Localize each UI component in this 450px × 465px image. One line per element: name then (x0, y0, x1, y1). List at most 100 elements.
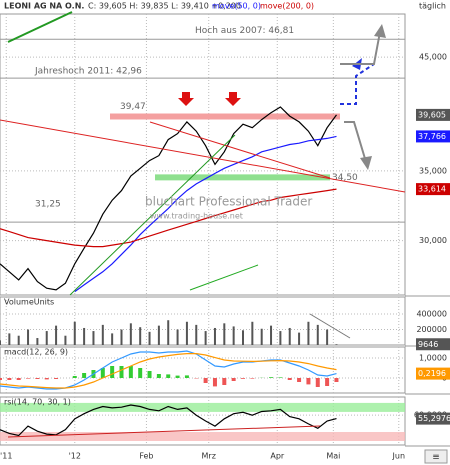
x-tick-label: Feb (139, 452, 153, 461)
panel-frame (0, 396, 406, 446)
volume-bar (139, 327, 142, 345)
legend-entry: move(200, 0) (260, 2, 314, 11)
volume-bar (0, 340, 1, 345)
volume-bar (270, 325, 273, 345)
histogram-bar (334, 378, 339, 382)
histogram-bar (166, 374, 171, 378)
level-label: 39,47 (120, 102, 146, 112)
chart-title: LEONI AG NA O.N. (4, 2, 84, 11)
projection-arrow (374, 24, 386, 38)
level-label: Jahreshoch 2011: 42,96 (34, 67, 142, 77)
value-tag-label: 9646 (418, 340, 438, 349)
histogram-bar (297, 378, 302, 382)
quote-summary: C: 39,605 H: 39,835 L: 39,410 +0,200 (88, 2, 241, 11)
trend-line (189, 264, 259, 291)
histogram-bar (212, 378, 217, 387)
legend-entry: move(50, 0) (212, 2, 261, 11)
y-tick-label: 1,0000 (419, 354, 447, 363)
volume-bar (223, 323, 226, 345)
y-tick-label: 35,000 (419, 166, 447, 175)
volume-bar (251, 321, 254, 345)
volume-bar (36, 338, 39, 345)
volume-bar (83, 327, 86, 345)
histogram-bar (325, 378, 330, 386)
signal-arrow (225, 92, 241, 106)
trend-line (69, 134, 236, 296)
signal-arrow (178, 92, 194, 106)
volume-bar (213, 327, 216, 345)
series-line (0, 404, 337, 437)
period: täglich (419, 2, 446, 11)
watermark-url: www.trading-house.net (150, 212, 243, 221)
plot-layer: 45,000 35,000 30,000 Hoch aus 2007: 46,81 Ja… (0, 13, 450, 461)
series-line (0, 188, 337, 248)
value-tag-label: 55,2976 (418, 414, 450, 423)
volume-bar (148, 331, 151, 345)
histogram-bar (35, 378, 40, 379)
histogram-bar (269, 377, 274, 378)
volume-bar (195, 324, 198, 345)
level-label: 31,25 (35, 200, 61, 210)
x-tick-label: '11 (0, 452, 12, 461)
x-tick-label: Mrz (202, 452, 216, 461)
trend-line (7, 11, 73, 43)
volume-bar (92, 331, 95, 345)
x-tick-label: Mai (326, 452, 340, 461)
volume-bar (326, 329, 329, 345)
value-tag (416, 338, 450, 351)
trend-line (0, 119, 406, 193)
volume-bar (298, 332, 301, 345)
volume-bar (111, 333, 114, 345)
value-tag-label: 37,766 (418, 132, 446, 141)
trend-line (149, 121, 331, 179)
histogram-bar (7, 378, 12, 380)
trend-line (309, 313, 351, 339)
y-tick-label: 30,000 (419, 236, 447, 245)
histogram-bar (54, 378, 59, 379)
value-tag (416, 183, 450, 196)
histogram-bar (0, 378, 2, 380)
volume-bar (279, 331, 282, 345)
value-tag (416, 130, 450, 143)
band (0, 402, 405, 412)
trend-line (7, 425, 321, 438)
histogram-bar (241, 378, 245, 379)
histogram-bar (147, 371, 152, 378)
histogram-bar (72, 376, 77, 378)
histogram-bar (110, 366, 115, 378)
volume-bar (129, 323, 132, 345)
volume-bar (27, 329, 30, 345)
histogram-bar (222, 378, 227, 385)
histogram-bar (184, 375, 189, 378)
volume-bar (260, 328, 263, 345)
histogram-bar (156, 374, 161, 378)
x-tick-label: Apr (270, 452, 285, 461)
volume-bar (232, 326, 235, 345)
projection-arrow (360, 156, 372, 170)
histogram-bar (287, 378, 292, 380)
y-tick-label: 45,000 (419, 53, 447, 62)
x-tick-label: Jun (392, 452, 406, 461)
histogram-bar (119, 366, 124, 378)
panel-frame (0, 346, 406, 394)
volume-bar (45, 331, 48, 345)
value-tag-label: 0,2196 (418, 369, 446, 378)
histogram-bar (26, 378, 31, 379)
panel-frame (0, 296, 406, 346)
histogram-bar (138, 368, 143, 378)
menu-button[interactable] (424, 449, 448, 464)
menu-icon[interactable]: ≡ (432, 453, 440, 463)
volume-bar (73, 321, 76, 345)
volume-bar (167, 320, 170, 345)
histogram-bar (231, 378, 236, 381)
volume-bar (307, 321, 310, 345)
level-label: 34,50 (332, 173, 358, 183)
volume-bar (120, 329, 123, 345)
y-tick-label: 400000 (416, 310, 447, 319)
histogram-bar (278, 377, 283, 378)
histogram-bar (203, 378, 208, 383)
x-tick-label: '12 (69, 452, 81, 461)
level-label: Hoch aus 2007: 46,81 (195, 26, 294, 36)
value-tag (416, 367, 450, 380)
